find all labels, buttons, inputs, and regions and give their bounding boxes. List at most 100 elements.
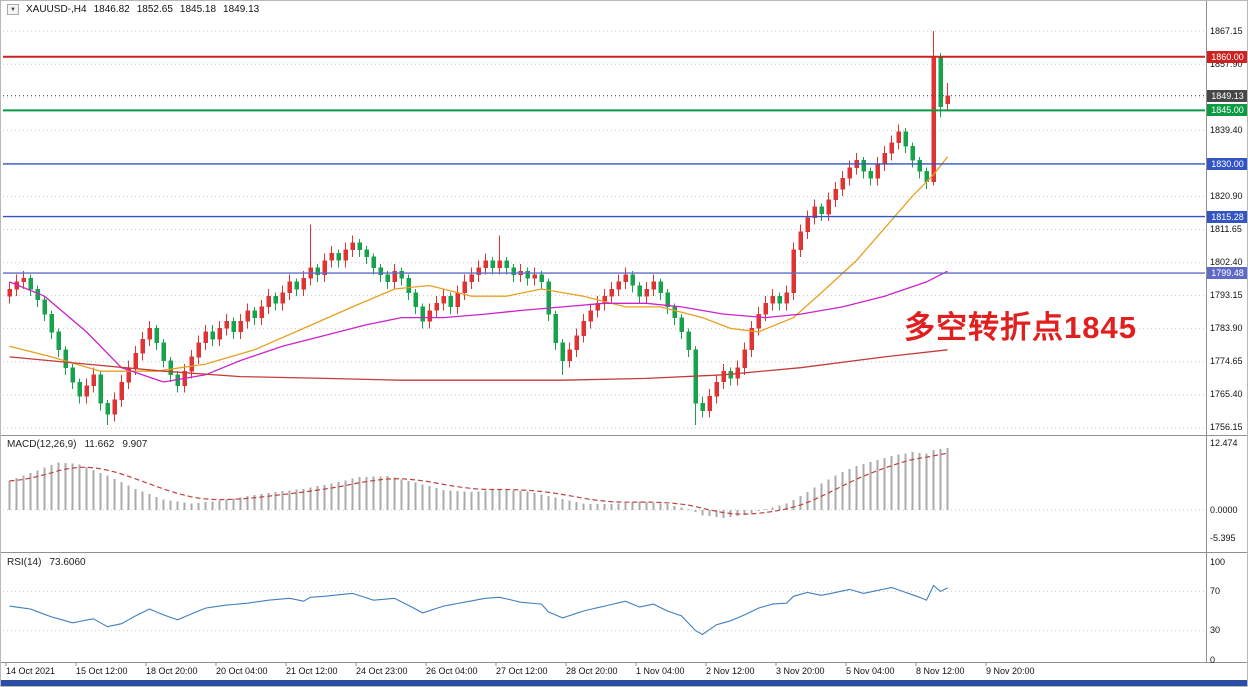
time-axis-label: 26 Oct 04:00 bbox=[426, 666, 478, 676]
candle-body bbox=[889, 142, 894, 154]
candle-body bbox=[511, 267, 516, 275]
time-axis-label: 21 Oct 12:00 bbox=[286, 666, 338, 676]
candle-body bbox=[903, 131, 908, 147]
price-tag-1799.48: 1799.48 bbox=[1207, 267, 1247, 279]
candle-body bbox=[917, 160, 922, 172]
candle-body bbox=[707, 396, 712, 411]
candle-body bbox=[560, 342, 565, 361]
ohlc-close: 1849.13 bbox=[223, 4, 260, 15]
candle-body bbox=[504, 260, 509, 268]
time-axis-label: 15 Oct 12:00 bbox=[76, 666, 128, 676]
candle-body bbox=[609, 288, 614, 297]
price-axis-label: 1839.40 bbox=[1210, 124, 1243, 135]
symbol-dropdown-icon[interactable]: ▼ bbox=[7, 4, 19, 15]
candle-body bbox=[7, 288, 12, 297]
candle-body bbox=[287, 281, 292, 293]
price-axis-label: 1793.15 bbox=[1210, 290, 1243, 301]
time-axis-label: 1 Nov 04:00 bbox=[636, 666, 685, 676]
rsi-name: RSI(14) bbox=[7, 557, 42, 568]
macd-name: MACD(12,26,9) bbox=[7, 439, 77, 450]
candle-body bbox=[336, 253, 341, 261]
candle-body bbox=[315, 267, 320, 275]
candle-body bbox=[21, 278, 26, 283]
candle-body bbox=[133, 353, 138, 368]
candle-body bbox=[427, 310, 432, 322]
candle-body bbox=[364, 249, 369, 258]
candle-body bbox=[644, 288, 649, 297]
candle-body bbox=[777, 295, 782, 304]
candle-body bbox=[770, 295, 775, 304]
candle-body bbox=[203, 331, 208, 343]
candle-body bbox=[385, 274, 390, 283]
candle-body bbox=[812, 206, 817, 218]
rsi-axis-label: 0 bbox=[1210, 654, 1216, 665]
time-axis-label: 2 Nov 12:00 bbox=[706, 666, 755, 676]
rsi-axis-label: 30 bbox=[1210, 625, 1221, 636]
time-axis-label: 3 Nov 20:00 bbox=[776, 666, 825, 676]
macd-label: MACD(12,26,9) 11.662 9.907 bbox=[7, 439, 147, 450]
candle-body bbox=[406, 278, 411, 293]
candle-body bbox=[567, 349, 572, 361]
candle-body bbox=[798, 231, 803, 251]
price-axis-label: 1811.65 bbox=[1210, 224, 1242, 234]
candle-body bbox=[763, 303, 768, 315]
candle-body bbox=[819, 206, 824, 215]
candle-body bbox=[105, 403, 110, 415]
candle-body bbox=[259, 306, 264, 318]
taskbar-strip bbox=[1, 680, 1247, 686]
candle-body bbox=[77, 381, 82, 397]
candle-body bbox=[462, 281, 467, 293]
candle-body bbox=[791, 249, 796, 293]
candle-body bbox=[497, 260, 502, 268]
candle-body bbox=[140, 338, 145, 354]
candle-body bbox=[546, 281, 551, 315]
candle-body bbox=[147, 328, 152, 340]
candle-body bbox=[847, 167, 852, 179]
candle-body bbox=[357, 242, 362, 250]
candle-body bbox=[63, 349, 68, 368]
rsi-axis-label: 100 bbox=[1210, 556, 1226, 567]
time-axis-label: 24 Oct 23:00 bbox=[356, 666, 408, 676]
candle-body bbox=[413, 292, 418, 308]
price-tag-1849.13: 1849.13 bbox=[1207, 89, 1247, 102]
price-axis-label: 1820.90 bbox=[1210, 191, 1243, 201]
rsi-axis-label: 70 bbox=[1210, 585, 1221, 596]
candle-body bbox=[700, 403, 705, 411]
candle-body bbox=[266, 295, 271, 308]
chart-annotation: 多空转折点1845 bbox=[904, 310, 1137, 345]
candle-body bbox=[840, 178, 845, 190]
candle-body bbox=[861, 160, 866, 172]
candle-body bbox=[91, 374, 96, 386]
macd-axis-label: 0.0000 bbox=[1210, 504, 1238, 515]
price-tag-1845.00: 1845.00 bbox=[1207, 104, 1247, 117]
price-tag-1830.00: 1830.00 bbox=[1207, 158, 1247, 170]
candle-body bbox=[742, 349, 747, 368]
candle-body bbox=[525, 270, 530, 279]
candle-body bbox=[658, 281, 663, 293]
candle-body bbox=[721, 370, 726, 383]
candle-body bbox=[833, 188, 838, 200]
price-axis-label: 1802.40 bbox=[1210, 257, 1243, 268]
candle-body bbox=[294, 281, 299, 290]
candle-body bbox=[28, 278, 33, 290]
candle-body bbox=[371, 256, 376, 268]
price-tag-1815.28: 1815.28 bbox=[1207, 210, 1247, 223]
candle-body bbox=[532, 274, 537, 279]
price-tag-1860.00: 1860.00 bbox=[1207, 50, 1247, 63]
candle-body bbox=[273, 295, 278, 304]
candle-body bbox=[749, 328, 754, 351]
candle-body bbox=[672, 306, 677, 318]
candle-body bbox=[714, 381, 719, 397]
candle-body bbox=[805, 217, 810, 233]
time-axis-label: 20 Oct 04:00 bbox=[216, 666, 268, 676]
candle-body bbox=[224, 320, 229, 329]
macd-axis-label: 12.474 bbox=[1210, 438, 1238, 449]
candle-body bbox=[588, 310, 593, 322]
candle-body bbox=[378, 267, 383, 275]
candle-body bbox=[441, 295, 446, 304]
candle-body bbox=[245, 310, 250, 322]
